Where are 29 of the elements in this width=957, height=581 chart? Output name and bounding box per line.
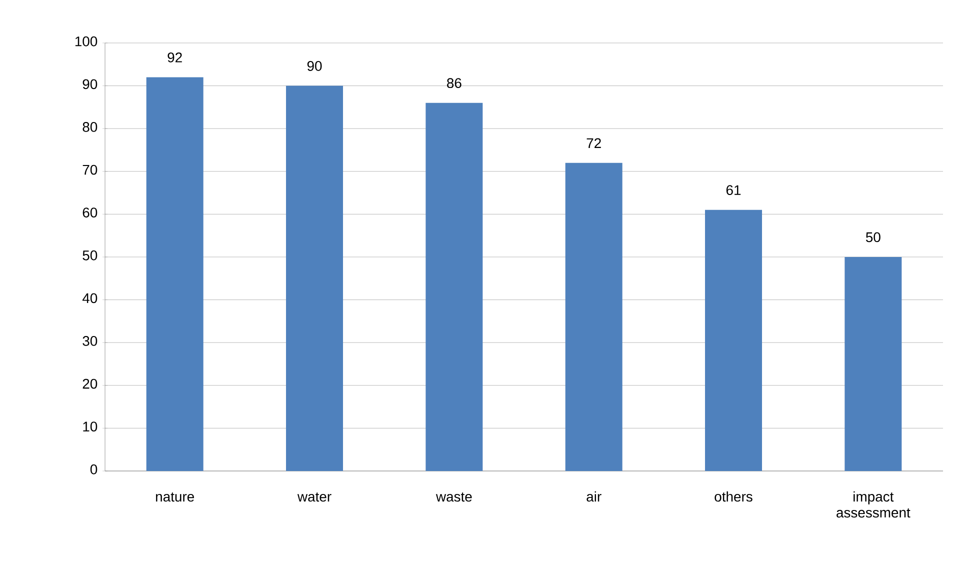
x-tick-label: others xyxy=(714,491,752,502)
bar xyxy=(565,162,622,471)
y-tick-label: 100 xyxy=(75,36,98,46)
bar xyxy=(426,102,483,471)
y-tick-label: 50 xyxy=(82,250,98,260)
x-tick-label: waste xyxy=(436,492,472,502)
y-tick-label: 80 xyxy=(82,122,98,132)
y-tick-label: 0 xyxy=(90,464,98,474)
x-tick-label: nature xyxy=(156,492,194,502)
bar xyxy=(286,86,344,471)
y-tick-label: 40 xyxy=(82,293,98,304)
data-label: 50 xyxy=(866,232,880,242)
data-label: 61 xyxy=(726,185,741,196)
y-tick-label: 90 xyxy=(82,79,98,90)
y-tick-label: 30 xyxy=(82,336,98,346)
x-tick-label: water xyxy=(297,492,332,502)
bar xyxy=(844,256,902,471)
x-tick-label: impact assessment xyxy=(836,491,910,518)
y-tick-label: 10 xyxy=(83,422,98,432)
y-tick-label: 60 xyxy=(82,208,98,218)
bar xyxy=(146,77,204,471)
data-label: 90 xyxy=(307,61,322,71)
bar xyxy=(705,210,762,471)
x-tick-label: air xyxy=(586,491,602,502)
data-label: 86 xyxy=(447,78,462,88)
y-tick-label: 20 xyxy=(82,378,98,389)
data-label: 72 xyxy=(586,138,601,148)
data-label: 92 xyxy=(168,52,182,62)
y-tick-label: 70 xyxy=(82,164,98,175)
